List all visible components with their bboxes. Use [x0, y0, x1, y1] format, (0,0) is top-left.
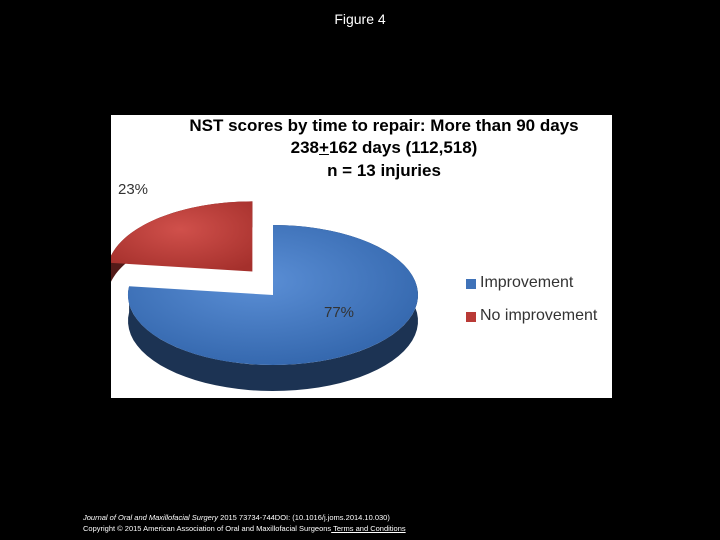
legend-label-no-improvement: No improvement: [480, 307, 598, 324]
figure-title: Figure 4: [334, 11, 386, 27]
pie-chart: 23% 77%: [111, 181, 418, 391]
data-label-improvement: 77%: [324, 304, 354, 321]
legend-label-improvement: Improvement: [480, 274, 574, 291]
legend-swatch-no-improvement: [466, 312, 476, 322]
pie-slice-improvement: [127, 225, 418, 365]
citation-line: Journal of Oral and Maxillofacial Surger…: [83, 512, 406, 523]
chart-title-line-1: NST scores by time to repair: More than …: [189, 116, 579, 135]
copyright-text: Copyright © 2015 American Association of…: [83, 524, 332, 533]
chart-title-line-3: n = 13 injuries: [327, 161, 441, 180]
copyright-line: Copyright © 2015 American Association of…: [83, 523, 406, 534]
footer: Journal of Oral and Maxillofacial Surger…: [83, 512, 406, 534]
pie-slice-no-improvement: [111, 201, 253, 272]
citation-text: 2015 73734-744DOI: (10.1016/j.joms.2014.…: [218, 513, 390, 522]
data-label-no-improvement: 23%: [118, 181, 148, 198]
chart-title-line-2: 238+162 days (112,518): [290, 138, 478, 157]
terms-link[interactable]: Terms and Conditions: [331, 524, 406, 533]
chart-panel: NST scores by time to repair: More than …: [111, 115, 612, 398]
journal-name: Journal of Oral and Maxillofacial Surger…: [83, 513, 219, 522]
legend-swatch-improvement: [466, 279, 476, 289]
